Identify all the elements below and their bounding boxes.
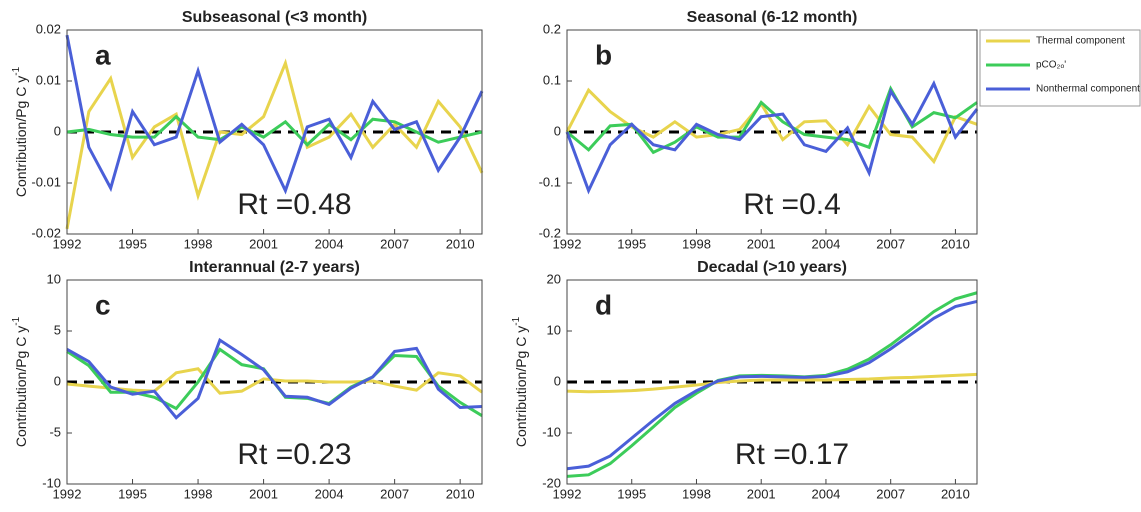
y-tick-label: 20 [547, 271, 561, 286]
annotation: Rt =0.4 [743, 188, 841, 221]
y-axis-label-text: Contribution/Pg C y [13, 326, 29, 447]
series-line [66, 114, 483, 147]
x-tick-label: 2004 [811, 236, 840, 251]
series-line [566, 372, 978, 394]
x-tick-label: 1998 [682, 486, 711, 501]
x-tick-label: 1995 [617, 486, 646, 501]
x-tick-label: 2010 [941, 236, 970, 251]
y-axis-label: Contribution/Pg C y-1 [11, 316, 29, 447]
x-tick-label: 1992 [553, 236, 582, 251]
series-line [66, 367, 483, 395]
annotation: Rt =0.48 [237, 188, 351, 221]
y-tick-label: -20 [542, 475, 561, 490]
y-axis-label-sup: -1 [11, 66, 22, 75]
legend-label: pCO₂ₒ' [1036, 60, 1066, 71]
panel-title: Seasonal (6-12 month) [687, 9, 858, 26]
y-axis-label-sup: -1 [511, 316, 522, 325]
x-tick-label: 2010 [446, 236, 475, 251]
y-tick-label: 0 [554, 373, 561, 388]
panel-label: a [95, 39, 111, 70]
plot-frame [66, 279, 483, 485]
y-tick-label: 5 [54, 322, 61, 337]
x-tick-label: 1998 [184, 486, 213, 501]
y-tick-label: 0.01 [36, 72, 61, 87]
x-tick-label: 2004 [811, 486, 840, 501]
series-line [66, 337, 483, 420]
legend-box [979, 29, 1141, 107]
x-tick-label: 2010 [941, 486, 970, 501]
plot-frame [66, 29, 483, 235]
annotation: Rt =0.23 [237, 438, 351, 471]
legend-label: Nonthermal component [1036, 84, 1140, 95]
x-tick-label: 1992 [553, 486, 582, 501]
series-line [65, 34, 484, 195]
x-tick-label: 2007 [876, 236, 905, 251]
x-tick-label: 2007 [380, 236, 409, 251]
x-tick-label: 1995 [118, 236, 147, 251]
plot-frame [566, 279, 978, 485]
x-tick-label: 1998 [184, 236, 213, 251]
y-tick-label: -5 [49, 424, 61, 439]
panel-title: Subseasonal (<3 month) [182, 9, 367, 26]
y-tick-label: -0.1 [539, 174, 561, 189]
x-tick-label: 2007 [876, 486, 905, 501]
panel-label: b [595, 39, 612, 70]
x-tick-label: 2001 [747, 486, 776, 501]
y-axis-label-text: Contribution/Pg C y [513, 326, 529, 447]
panel-label: d [595, 289, 612, 320]
legend-label: Thermal component [1036, 36, 1125, 47]
y-tick-label: 0 [54, 373, 61, 388]
x-tick-label: 1995 [617, 236, 646, 251]
y-axis-label-text: Contribution/Pg C y [13, 76, 29, 197]
x-tick-label: 2001 [249, 236, 278, 251]
y-axis-label-sup: -1 [11, 316, 22, 325]
y-tick-label: 0.02 [36, 21, 61, 36]
series-line [65, 58, 484, 230]
y-axis-label: Contribution/Pg C y-1 [511, 316, 529, 447]
y-tick-label: -0.02 [31, 225, 61, 240]
panel-title: Decadal (>10 years) [697, 259, 847, 276]
x-tick-label: 1992 [53, 236, 82, 251]
panel-title: Interannual (2-7 years) [189, 259, 360, 276]
x-tick-label: 2001 [249, 486, 278, 501]
panel-label: c [95, 289, 111, 320]
x-tick-label: 2001 [747, 236, 776, 251]
x-tick-label: 1998 [682, 236, 711, 251]
x-tick-label: 2004 [315, 486, 344, 501]
y-tick-label: -10 [542, 424, 561, 439]
y-axis-label: Contribution/Pg C y-1 [11, 66, 29, 197]
x-tick-label: 2007 [380, 486, 409, 501]
y-tick-label: 10 [47, 271, 61, 286]
annotation: Rt =0.17 [735, 438, 849, 471]
x-tick-label: 1995 [118, 486, 147, 501]
y-tick-label: -10 [42, 475, 61, 490]
series-line [566, 299, 978, 471]
y-tick-label: 0.1 [543, 72, 561, 87]
y-tick-label: 0 [554, 123, 561, 138]
series-line [565, 79, 979, 195]
y-tick-label: -0.01 [31, 174, 61, 189]
x-tick-label: 1992 [53, 486, 82, 501]
plot-frame [566, 29, 978, 235]
x-tick-label: 2010 [446, 486, 475, 501]
legend: Thermal component pCO₂ₒ' Nonthermal compon… [979, 29, 1141, 107]
y-tick-label: 10 [547, 322, 561, 337]
y-tick-label: 0 [54, 123, 61, 138]
x-tick-label: 2004 [315, 236, 344, 251]
y-tick-label: -0.2 [539, 225, 561, 240]
y-tick-label: 0.2 [543, 21, 561, 36]
